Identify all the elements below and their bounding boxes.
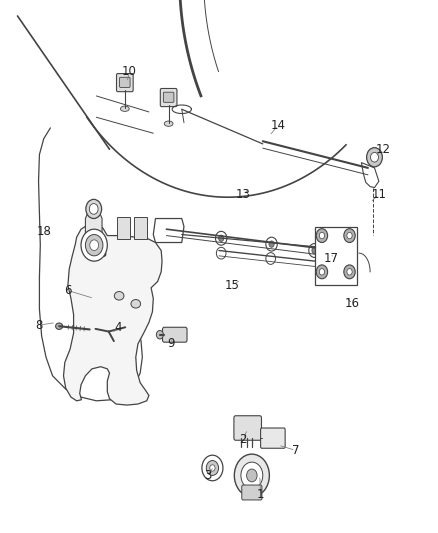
Circle shape [202,455,223,481]
Circle shape [367,148,382,167]
Circle shape [206,461,219,475]
FancyBboxPatch shape [234,416,261,440]
Text: 7: 7 [292,444,300,457]
Ellipse shape [56,323,63,329]
Circle shape [165,225,177,239]
Circle shape [216,247,226,259]
Polygon shape [85,209,102,236]
Circle shape [316,265,328,279]
FancyBboxPatch shape [117,217,130,239]
Circle shape [103,325,114,338]
Text: 1: 1 [257,488,265,501]
Text: 14: 14 [271,119,286,132]
Circle shape [266,253,276,264]
Text: 13: 13 [236,188,251,201]
FancyBboxPatch shape [120,77,130,87]
FancyBboxPatch shape [242,485,262,500]
Circle shape [168,229,173,236]
Circle shape [156,330,163,339]
Circle shape [81,229,107,261]
Circle shape [234,454,269,497]
Circle shape [371,152,378,162]
Text: 3: 3 [205,469,212,482]
Text: 16: 16 [345,297,360,310]
Circle shape [309,244,320,257]
Text: 15: 15 [225,279,240,292]
FancyBboxPatch shape [163,92,174,102]
Circle shape [219,235,224,241]
Circle shape [347,269,352,275]
Text: 6: 6 [64,284,72,297]
Circle shape [89,204,98,214]
FancyBboxPatch shape [160,88,177,107]
Text: 12: 12 [376,143,391,156]
Circle shape [316,229,328,243]
Circle shape [215,231,227,245]
Text: 5: 5 [99,247,106,260]
Polygon shape [153,219,184,243]
Ellipse shape [114,292,124,300]
Text: 2: 2 [239,433,247,446]
Circle shape [90,240,99,251]
Text: 4: 4 [114,321,122,334]
Circle shape [241,462,263,489]
FancyBboxPatch shape [117,74,133,92]
Text: 18: 18 [36,225,51,238]
Circle shape [85,235,103,256]
Circle shape [344,229,355,243]
Polygon shape [64,224,162,405]
Text: 11: 11 [371,188,386,201]
Circle shape [266,237,277,251]
FancyBboxPatch shape [261,428,285,448]
Circle shape [210,465,215,471]
FancyBboxPatch shape [162,327,187,342]
Circle shape [319,269,325,275]
Ellipse shape [120,106,129,111]
Circle shape [347,232,352,239]
Ellipse shape [164,121,173,126]
Circle shape [312,247,317,254]
Circle shape [269,241,274,247]
Text: 9: 9 [167,337,175,350]
Circle shape [247,469,257,482]
Circle shape [319,232,325,239]
Polygon shape [361,163,379,188]
Ellipse shape [131,300,141,308]
FancyBboxPatch shape [134,217,147,239]
Circle shape [344,265,355,279]
Text: 10: 10 [122,66,137,78]
Text: 8: 8 [36,319,43,332]
Circle shape [86,199,102,219]
Text: 17: 17 [323,252,338,265]
FancyBboxPatch shape [85,244,104,252]
FancyBboxPatch shape [315,227,357,285]
